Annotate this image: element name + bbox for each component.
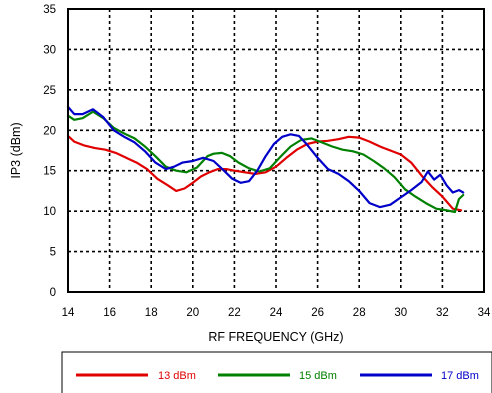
series-line-15-dbm xyxy=(66,110,465,214)
x-tick-label: 18 xyxy=(145,307,158,319)
y-tick-label: 10 xyxy=(43,206,56,218)
y-tick-label: 15 xyxy=(43,166,56,178)
legend-label: 17 dBm xyxy=(441,370,479,382)
y-tick-label: 35 xyxy=(43,4,56,16)
x-tick-label: 30 xyxy=(394,307,407,319)
x-tick-label: 14 xyxy=(62,307,75,319)
y-tick-label: 5 xyxy=(50,247,56,259)
y-tick-labels: 0 5 10 15 20 25 30 35 xyxy=(43,4,56,299)
x-tick-label: 20 xyxy=(186,307,199,319)
legend-label: 13 dBm xyxy=(158,370,196,382)
y-tick-label: 0 xyxy=(50,287,56,299)
series-line-17-dbm xyxy=(66,105,465,209)
series-line-13-dbm xyxy=(66,134,463,212)
y-tick-label: 25 xyxy=(43,85,56,97)
series-lines xyxy=(66,105,465,214)
y-axis-label: IP3 (dBm) xyxy=(9,122,23,178)
legend: 13 dBm 15 dBm 17 dBm xyxy=(76,370,479,382)
legend-box xyxy=(61,351,492,393)
x-tick-label: 26 xyxy=(311,307,324,319)
y-tick-label: 30 xyxy=(43,44,56,56)
grid xyxy=(68,9,484,292)
legend-label: 15 dBm xyxy=(299,370,337,382)
x-tick-label: 22 xyxy=(228,307,241,319)
x-tick-label: 24 xyxy=(270,307,283,319)
y-tick-label: 20 xyxy=(43,125,56,137)
x-tick-label: 16 xyxy=(103,307,116,319)
x-tick-label: 34 xyxy=(478,307,491,319)
x-tick-labels: 14 16 18 20 22 24 26 28 30 32 34 xyxy=(62,307,491,319)
x-axis-label: RF FREQUENCY (GHz) xyxy=(208,330,343,344)
plot-frame xyxy=(67,8,485,293)
x-tick-label: 32 xyxy=(436,307,449,319)
x-tick-label: 28 xyxy=(353,307,366,319)
